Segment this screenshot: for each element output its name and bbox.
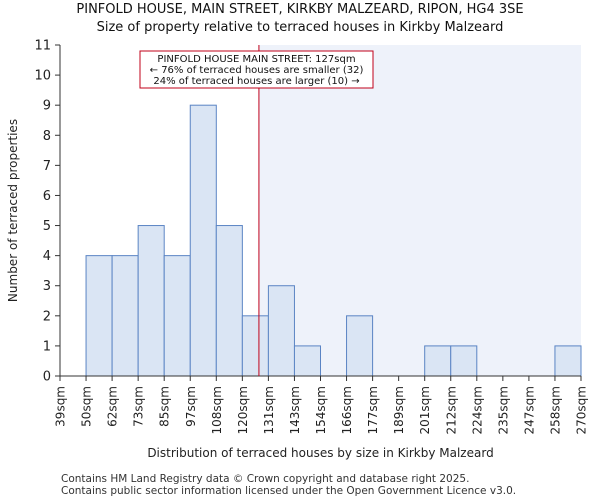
x-tick-label: 270sqm — [575, 386, 589, 434]
histogram-bar — [85, 255, 113, 377]
histogram-bar — [424, 345, 452, 377]
y-tick-label: 9 — [43, 99, 51, 114]
y-tick-label: 0 — [43, 370, 51, 385]
histogram-bar — [215, 225, 243, 377]
annotation-line-3: 24% of terraced houses are larger (10) → — [153, 76, 359, 87]
x-tick-label: 189sqm — [392, 386, 406, 434]
x-tick-label: 235sqm — [496, 386, 510, 434]
y-tick-label: 7 — [43, 159, 51, 174]
histogram-bar — [293, 345, 322, 377]
x-tick-label: 131sqm — [262, 386, 276, 434]
x-tick-label: 50sqm — [80, 386, 94, 427]
larger-region-shade — [258, 45, 581, 376]
annotation-line-1: PINFOLD HOUSE MAIN STREET: 127sqm — [157, 54, 355, 65]
histogram-bar — [189, 104, 217, 377]
footer-copyright: Contains HM Land Registry data © Crown c… — [61, 473, 470, 485]
y-tick-label: 1 — [43, 339, 51, 354]
y-tick-label: 5 — [43, 219, 51, 234]
y-tick-label: 3 — [43, 279, 51, 294]
annotation-line-2: ← 76% of terraced houses are smaller (32… — [150, 65, 364, 76]
annotation-box — [139, 50, 374, 89]
x-tick-label: 73sqm — [132, 386, 146, 427]
histogram-bar — [267, 285, 295, 377]
y-tick-label: 11 — [34, 39, 51, 54]
histogram-bar — [137, 225, 165, 377]
x-tick-label: 108sqm — [210, 386, 224, 434]
histogram-bar — [450, 345, 478, 377]
histogram-bar — [241, 315, 269, 377]
x-tick-label: 166sqm — [340, 386, 354, 434]
x-tick-label: 154sqm — [314, 386, 328, 434]
y-tick-label: 6 — [43, 189, 51, 204]
y-axis-label: Number of terraced properties — [6, 119, 20, 302]
y-tick-label: 2 — [43, 309, 51, 324]
x-tick-label: 85sqm — [158, 386, 172, 427]
x-tick-label: 97sqm — [184, 386, 198, 427]
histogram-chart: 0 1 2 3 4 5 6 7 8 9 10 11 39sqm 50sqm 62sqm 73sqm 85sqm 9… — [6, 39, 589, 461]
x-axis-label: Distribution of terraced houses by size … — [147, 446, 493, 460]
histogram-bar — [111, 255, 139, 377]
footer-licence: Contains public sector information licen… — [61, 485, 517, 497]
x-tick-label: 143sqm — [288, 386, 302, 434]
x-tick-label: 62sqm — [106, 386, 120, 427]
x-tick-label: 39sqm — [54, 386, 68, 427]
y-tick-label: 8 — [43, 129, 51, 144]
x-tick-label: 120sqm — [236, 386, 250, 434]
chart-subtitle: Size of property relative to terraced ho… — [96, 20, 504, 35]
x-tick-label: 224sqm — [470, 386, 484, 434]
x-tick-label: 212sqm — [444, 386, 458, 434]
x-tick-label: 177sqm — [366, 386, 380, 434]
histogram-bar — [346, 315, 374, 377]
y-tick-label: 4 — [43, 249, 51, 264]
x-tick-label: 258sqm — [548, 386, 562, 434]
y-tick-label: 10 — [34, 69, 51, 84]
histogram-bar — [554, 345, 582, 377]
x-tick-label: 247sqm — [522, 386, 536, 434]
x-tick-label: 201sqm — [418, 386, 432, 434]
histogram-bar — [163, 255, 191, 377]
chart-title: PINFOLD HOUSE, MAIN STREET, KIRKBY MALZE… — [76, 2, 524, 17]
